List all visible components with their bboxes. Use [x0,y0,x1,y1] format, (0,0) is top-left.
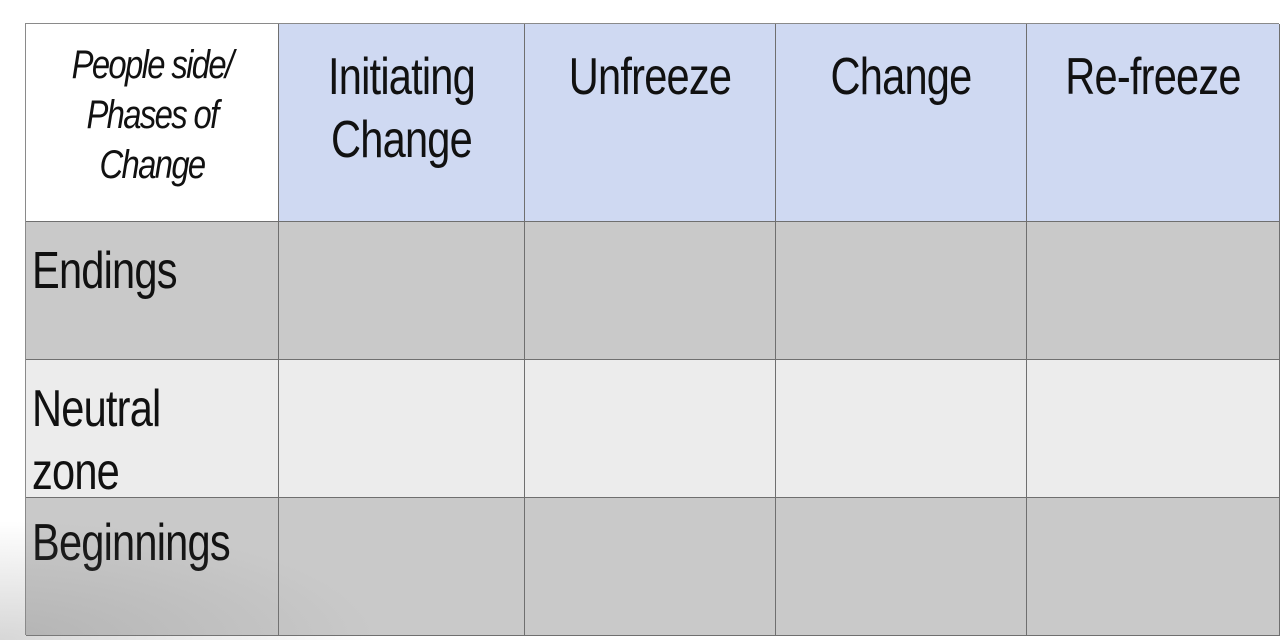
phases-of-change-table: People side/ Phases of Change Initiating… [25,23,1280,636]
table-cell [1027,360,1280,498]
table-cell [1027,498,1280,636]
table-cell [1027,222,1280,360]
corner-label-line-2: Phases of [86,93,219,137]
corner-label-line-3: Change [99,143,206,187]
row-header-label: Beginnings [32,514,231,572]
column-header-label: Change [830,48,973,106]
column-header-label: Re-freeze [1065,48,1241,106]
column-header-line-1: Initiating [328,48,476,106]
row-header-line-2: zone [32,443,120,498]
column-header-label: Unfreeze [568,48,732,106]
column-header-change: Change [776,24,1027,222]
table-cell [279,498,525,636]
row-header-label: Neutral zone [32,378,229,498]
column-header-label: Initiating Change [304,46,500,172]
column-header-unfreeze: Unfreeze [525,24,776,222]
table-cell [776,222,1027,360]
table-cell [279,222,525,360]
column-header-line-2: Change [331,111,473,169]
row-header-label: Endings [32,242,178,300]
table-cell [525,360,776,498]
table-cell [776,498,1027,636]
corner-label: People side/ Phases of Change [49,40,256,190]
row-header-beginnings: Beginnings [26,498,279,636]
column-header-re-freeze: Re-freeze [1027,24,1280,222]
table-cell [776,360,1027,498]
corner-header-cell: People side/ Phases of Change [26,24,279,222]
table-cell [525,222,776,360]
row-header-neutral-zone: Neutral zone [26,360,279,498]
corner-label-line-1: People side/ [71,43,234,87]
row-header-endings: Endings [26,222,279,360]
table-cell [525,498,776,636]
table-cell [279,360,525,498]
row-header-line-1: Neutral [32,380,161,438]
column-header-initiating-change: Initiating Change [279,24,525,222]
